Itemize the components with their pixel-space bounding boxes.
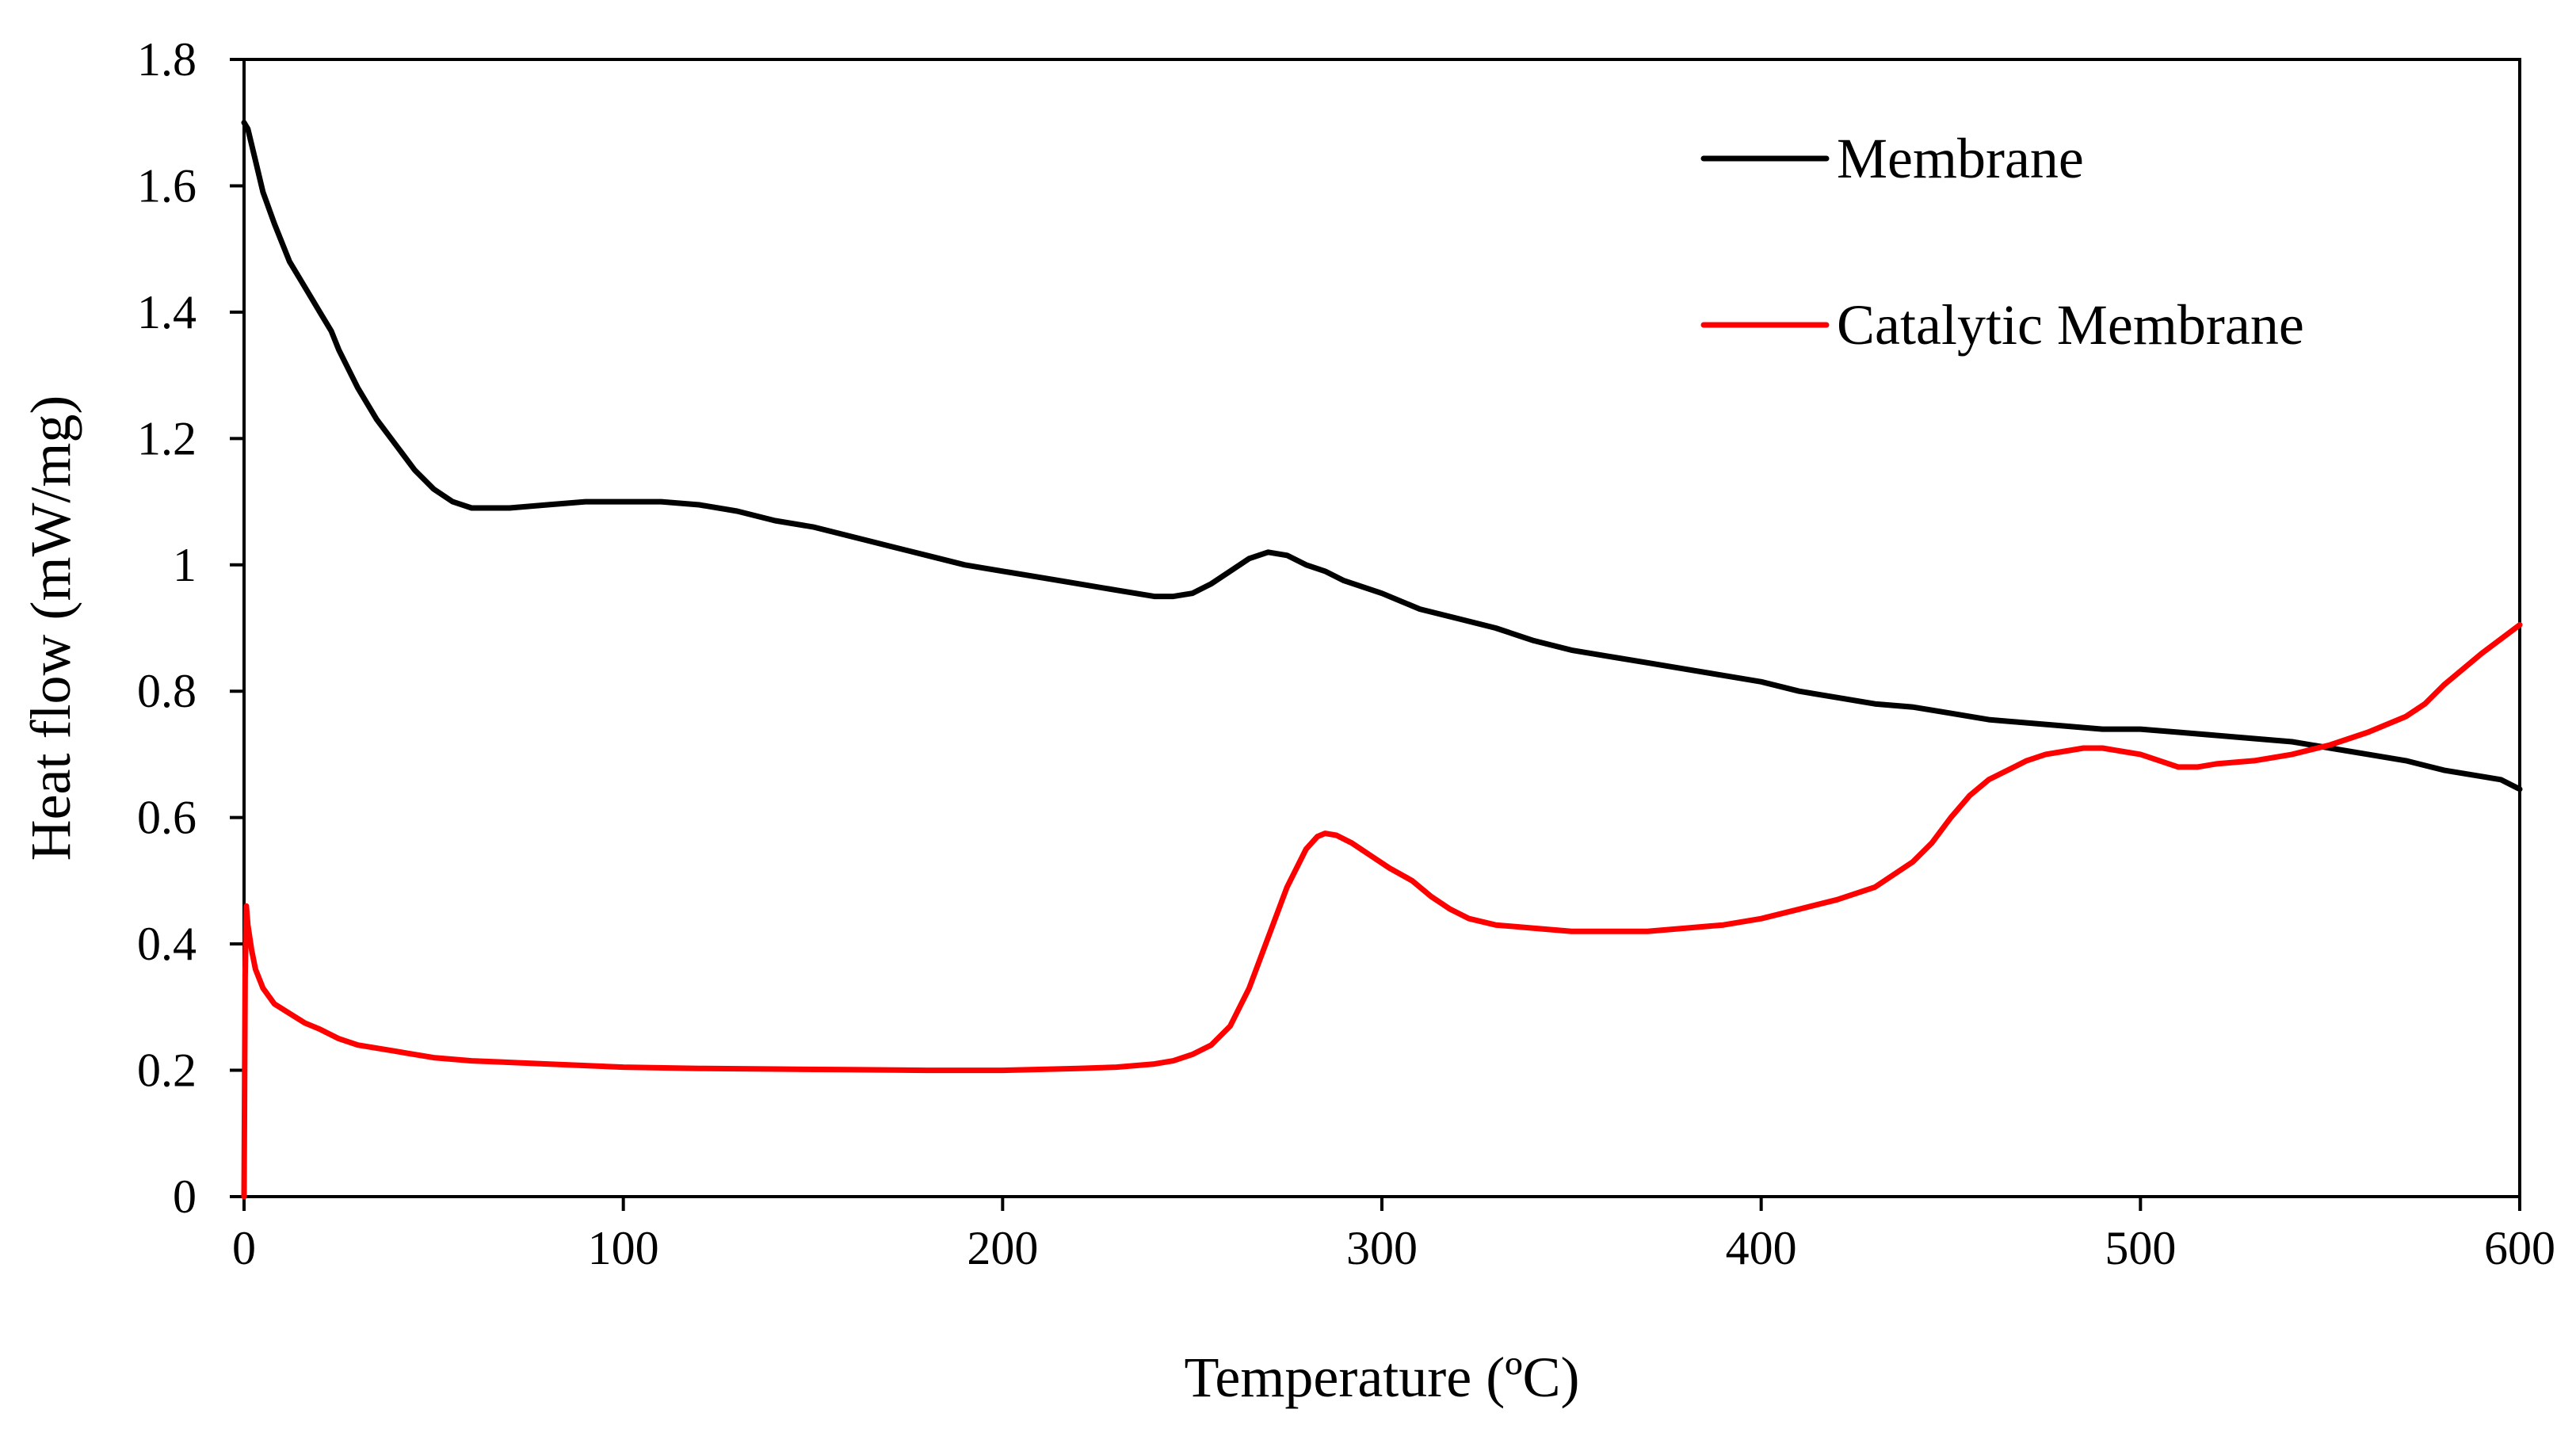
y-tick-label: 1 bbox=[173, 539, 197, 591]
x-tick-label: 0 bbox=[232, 1222, 256, 1274]
y-tick-label: 0.2 bbox=[137, 1044, 197, 1097]
y-tick-label: 0.6 bbox=[137, 792, 197, 844]
y-tick-label: 1.4 bbox=[137, 286, 197, 338]
legend-label-membrane: Membrane bbox=[1837, 127, 2084, 190]
legend: Membrane Catalytic Membrane bbox=[1700, 127, 2304, 357]
x-tick-label: 300 bbox=[1346, 1222, 1418, 1274]
y-axis-title: Heat flow (mW/mg) bbox=[19, 395, 82, 861]
y-tick-label: 0.4 bbox=[137, 918, 197, 970]
series-line-catalytic-membrane bbox=[241, 622, 2523, 1200]
x-tick-label: 500 bbox=[2105, 1222, 2176, 1274]
y-tick-label: 1.2 bbox=[137, 412, 197, 464]
y-tick-label: 1.6 bbox=[137, 159, 197, 212]
x-axis-title: Temperature (ºC) bbox=[1184, 1346, 1579, 1409]
x-tick-label: 600 bbox=[2484, 1222, 2555, 1274]
x-tick-label: 400 bbox=[1726, 1222, 1797, 1274]
x-tick-label: 100 bbox=[588, 1222, 659, 1274]
y-tick-label: 1.8 bbox=[137, 33, 197, 86]
legend-label-catalytic-membrane: Catalytic Membrane bbox=[1837, 293, 2304, 357]
series-line-membrane bbox=[241, 120, 2523, 792]
y-tick-label: 0 bbox=[173, 1170, 197, 1223]
x-tick-label: 200 bbox=[967, 1222, 1038, 1274]
y-tick-label: 0.8 bbox=[137, 665, 197, 717]
